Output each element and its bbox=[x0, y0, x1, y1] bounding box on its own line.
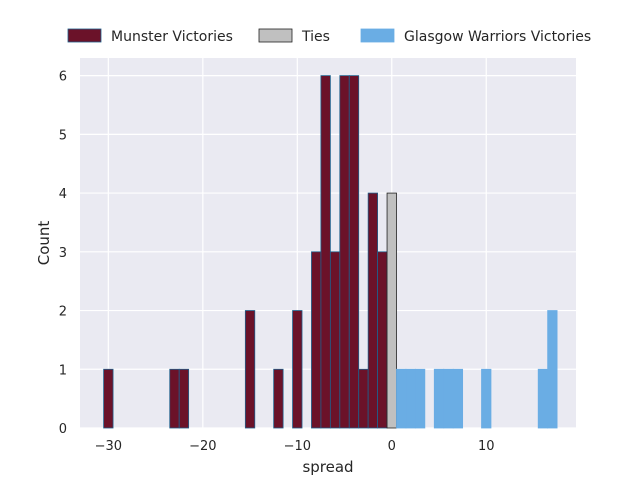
bars bbox=[103, 75, 558, 429]
bar-glasgow-warriors-victories bbox=[537, 368, 549, 429]
y-tick-label: 1 bbox=[59, 363, 67, 378]
legend: Munster Victories Ties Glasgow Warriors Vi… bbox=[67, 28, 591, 45]
bar-glasgow-warriors-victories bbox=[547, 310, 558, 429]
x-tick-label: −30 bbox=[95, 439, 122, 454]
y-axis-label: Count bbox=[35, 221, 53, 266]
y-tick-labels: 0 1 2 3 4 5 6 bbox=[59, 70, 67, 437]
x-tick-label: 0 bbox=[388, 439, 396, 454]
x-axis-label: spread bbox=[302, 458, 353, 476]
y-tick-label: 6 bbox=[59, 70, 67, 85]
legend-label-munster-victories: Munster Victories bbox=[111, 29, 233, 45]
bar-munster-victories bbox=[377, 251, 388, 429]
bar-glasgow-warriors-victories bbox=[414, 368, 426, 429]
x-tick-label: 10 bbox=[478, 439, 495, 454]
bar-munster-victories bbox=[103, 368, 114, 429]
bar-munster-victories bbox=[320, 75, 331, 429]
y-tick-label: 3 bbox=[59, 246, 67, 261]
bar-munster-victories bbox=[244, 310, 256, 429]
x-tick-label: −10 bbox=[284, 439, 311, 454]
legend-label-glasgow-warriors-victories: Glasgow Warriors Victories bbox=[404, 29, 591, 45]
x-tick-label: −20 bbox=[189, 439, 216, 454]
bar-ties bbox=[386, 192, 397, 429]
bar-munster-victories bbox=[367, 192, 378, 429]
y-tick-label: 0 bbox=[59, 422, 67, 437]
bar-munster-victories bbox=[169, 368, 180, 429]
bar-munster-victories bbox=[273, 368, 284, 429]
bar-glasgow-warriors-victories bbox=[452, 368, 464, 429]
bar-glasgow-warriors-victories bbox=[443, 368, 454, 429]
bar-munster-victories bbox=[178, 368, 190, 429]
legend-swatch-glasgow-warriors-victories bbox=[360, 28, 395, 43]
legend-swatch-ties bbox=[258, 28, 293, 43]
y-tick-label: 5 bbox=[59, 128, 67, 143]
y-tick-label: 4 bbox=[59, 187, 67, 202]
bar-munster-victories bbox=[311, 251, 322, 429]
bar-glasgow-warriors-victories bbox=[433, 368, 445, 429]
y-tick-label: 2 bbox=[59, 305, 67, 320]
bar-munster-victories bbox=[329, 251, 341, 429]
bar-glasgow-warriors-victories bbox=[481, 368, 492, 429]
bar-munster-victories bbox=[358, 368, 369, 429]
x-tick-labels: −30 −20 −10 0 10 bbox=[95, 439, 495, 454]
bar-glasgow-warriors-victories bbox=[396, 368, 407, 429]
bar-glasgow-warriors-victories bbox=[405, 368, 416, 429]
legend-label-ties: Ties bbox=[301, 29, 330, 45]
bar-munster-victories bbox=[339, 75, 350, 429]
legend-swatch-munster-victories bbox=[67, 28, 102, 43]
bar-munster-victories bbox=[292, 310, 303, 429]
bar-munster-victories bbox=[348, 75, 360, 429]
